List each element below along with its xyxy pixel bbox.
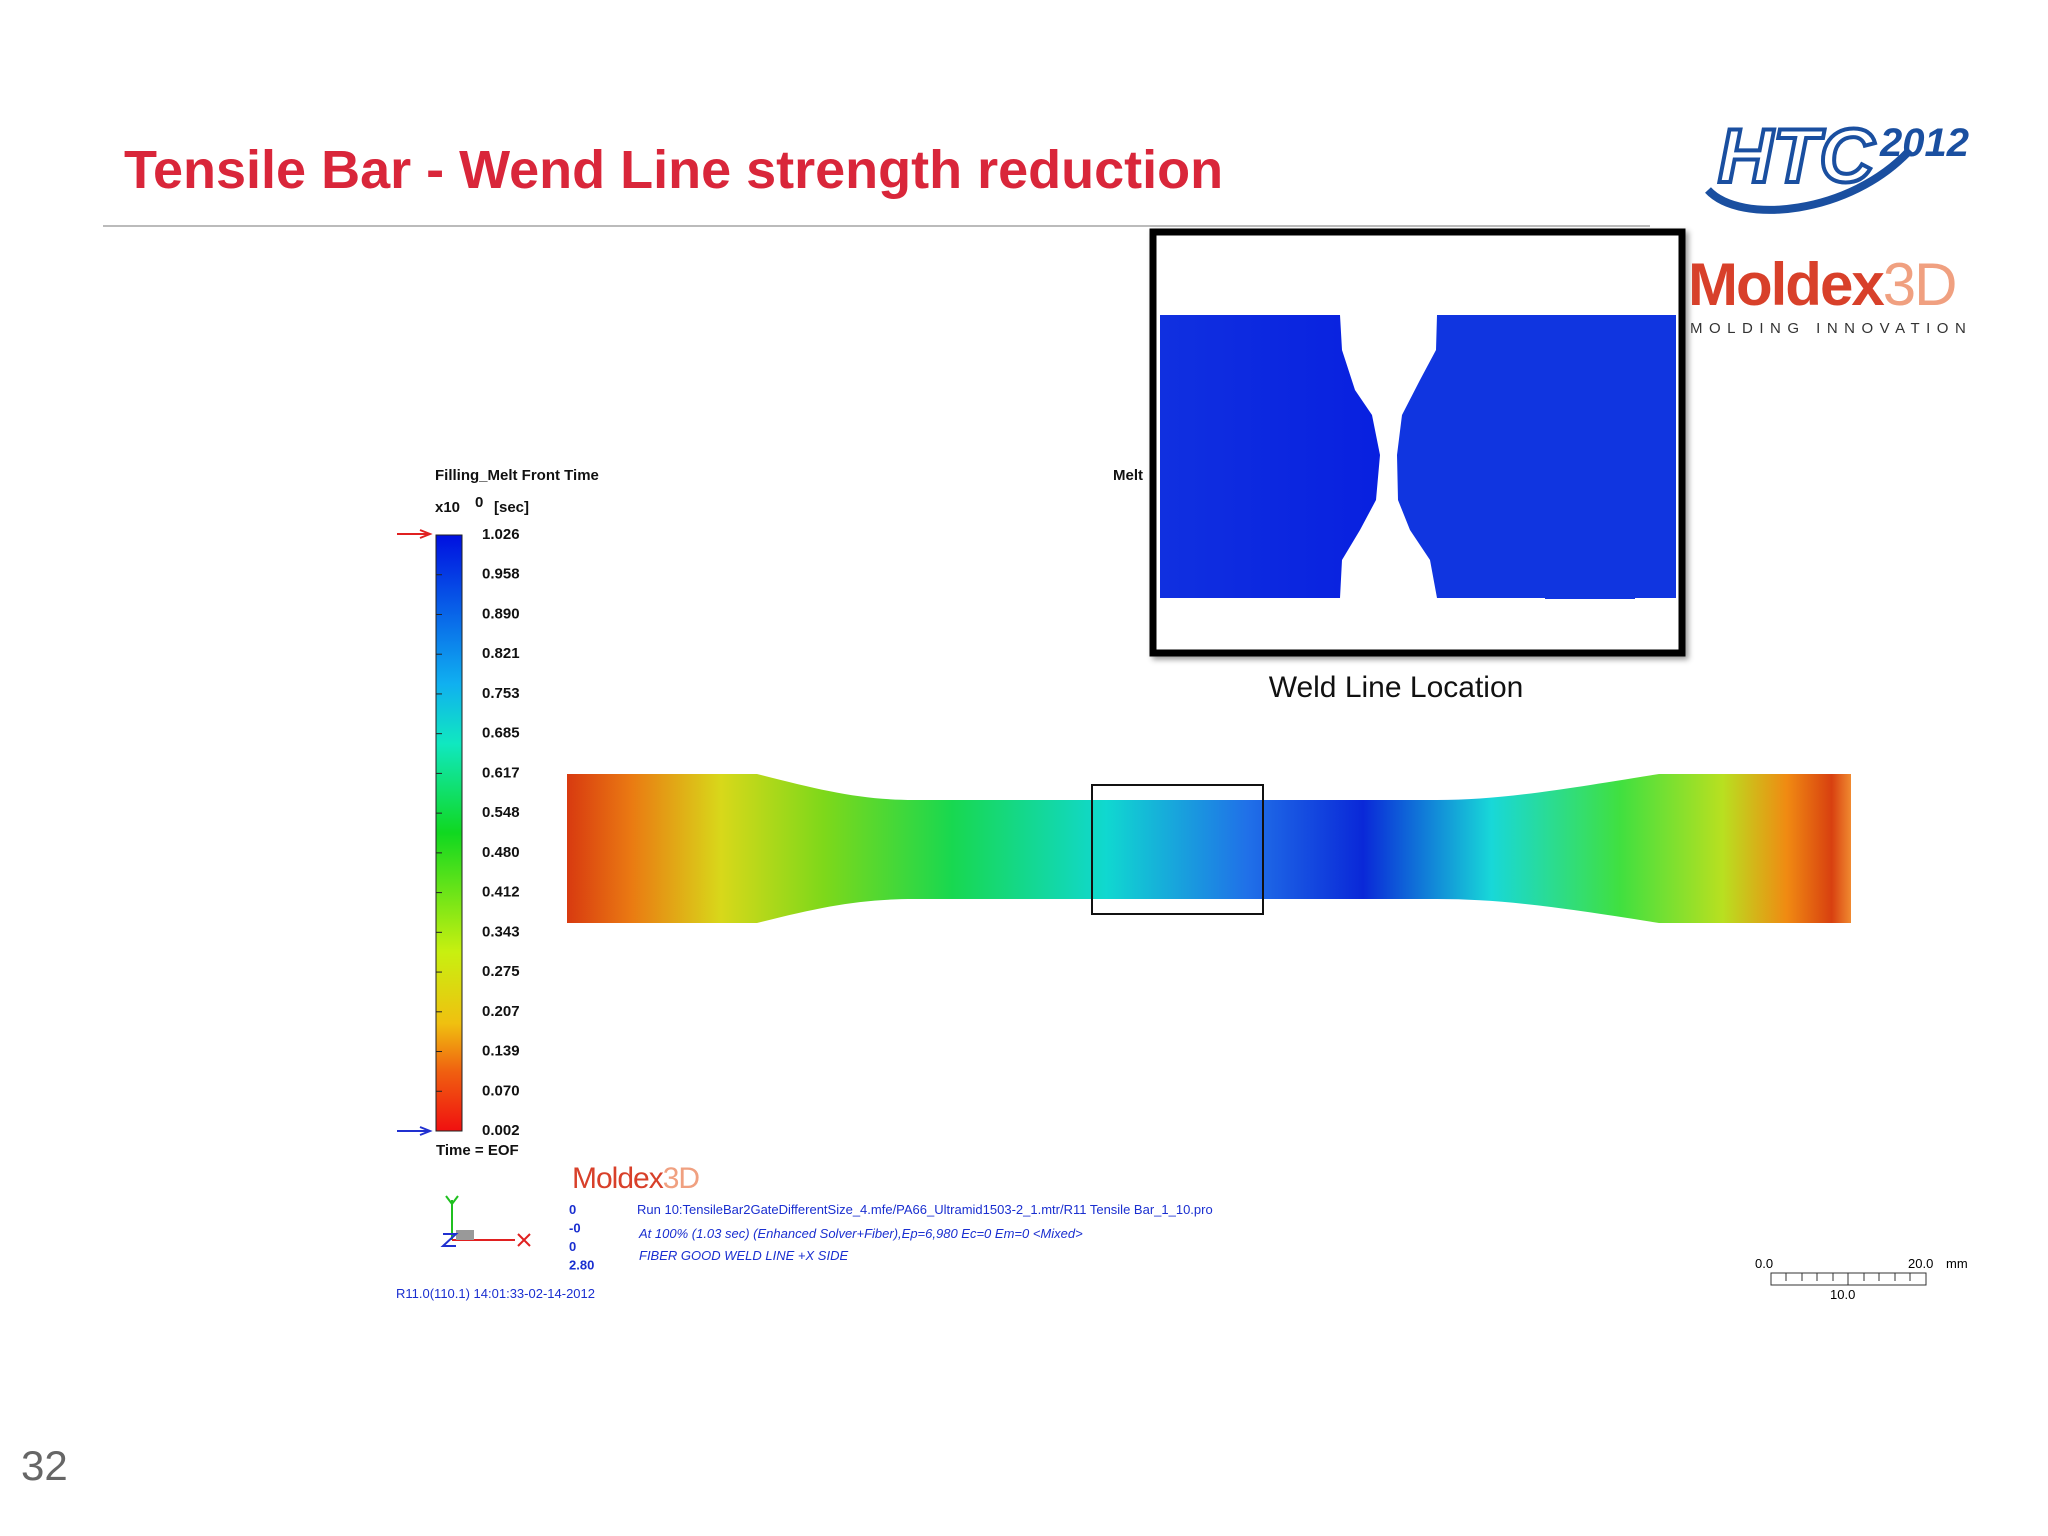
- scale-bar: 0.0 20.0 mm 10.0: [1755, 1256, 1968, 1302]
- weld-box: [1091, 784, 1264, 915]
- info-value: -0: [569, 1221, 581, 1236]
- hidden-label: Melt: [1113, 467, 1143, 484]
- info-value: 2.80: [569, 1258, 594, 1273]
- color-label: 0.343: [482, 923, 520, 940]
- slide-title: Tensile Bar - Wend Line strength reducti…: [124, 140, 1223, 200]
- info-logo-word: Moldex: [572, 1162, 664, 1195]
- color-label: 1.026: [482, 526, 520, 543]
- inset: [1149, 228, 1686, 657]
- inset-caption: Weld Line Location: [1269, 671, 1524, 704]
- case-line: FIBER GOOD WELD LINE +X SIDE: [639, 1248, 848, 1263]
- version: R11.0(110.1) 14:01:33-02-14-2012: [396, 1286, 595, 1301]
- info-value: 0: [569, 1239, 576, 1254]
- scale-unit: mm: [1946, 1256, 1968, 1271]
- legend-unit: [sec]: [494, 499, 529, 516]
- tensile-bar: [567, 774, 1851, 923]
- info-logo: Moldex3D: [572, 1162, 699, 1195]
- color-label: 0.002: [482, 1122, 520, 1139]
- page-number: 32: [21, 1442, 68, 1489]
- color-label: 0.753: [482, 685, 520, 702]
- color-label: 0.548: [482, 804, 520, 821]
- legend-exponent: 0: [475, 494, 483, 511]
- min-arrow: [397, 1126, 433, 1136]
- color-label: 0.958: [482, 566, 520, 583]
- htc-year: 2012: [1879, 121, 1969, 165]
- moldex-tagline: MOLDING INNOVATION: [1690, 320, 1972, 337]
- moldex-3d: 3D: [1883, 251, 1956, 318]
- color-label: 0.139: [482, 1043, 520, 1060]
- info-values: 0 -0 0 2.80: [569, 1202, 594, 1273]
- color-label: 0.207: [482, 1003, 520, 1020]
- max-arrow: [397, 529, 433, 539]
- color-label: 0.685: [482, 725, 520, 742]
- scale-mid: 10.0: [1830, 1287, 1855, 1302]
- color-label: 0.480: [482, 844, 520, 861]
- status-line: At 100% (1.03 sec) (Enhanced Solver+Fibe…: [638, 1226, 1083, 1241]
- color-label: 0.821: [482, 645, 520, 662]
- color-label: 0.070: [482, 1082, 520, 1099]
- scale-end: 20.0: [1908, 1256, 1933, 1271]
- htc-logo: HTC 2012: [1705, 112, 1969, 214]
- run-line: Run 10:TensileBar2GateDifferentSize_4.mf…: [637, 1202, 1213, 1217]
- info-value: 0: [569, 1202, 576, 1217]
- color-label: 0.275: [482, 963, 520, 980]
- color-label: 0.617: [482, 764, 520, 781]
- htc-text: HTC: [1718, 114, 1875, 199]
- legend-footer: Time = EOF: [436, 1142, 519, 1159]
- color-ticks: 1.026 0.958 0.890 0.821 0.753 0.685 0.617 0.548…: [436, 526, 520, 1139]
- info-logo-3d: 3D: [663, 1162, 700, 1195]
- legend-title: Filling_Melt Front Time: [435, 467, 599, 484]
- moldex-word: Moldex: [1688, 251, 1884, 318]
- legend-scale: x10: [435, 499, 460, 516]
- scale-start: 0.0: [1755, 1256, 1773, 1271]
- axis-triad: [440, 1195, 531, 1247]
- color-label: 0.890: [482, 605, 520, 622]
- color-bar: [435, 534, 463, 1132]
- moldex-logo: Moldex3D: [1688, 251, 1955, 318]
- color-label: 0.412: [482, 884, 520, 901]
